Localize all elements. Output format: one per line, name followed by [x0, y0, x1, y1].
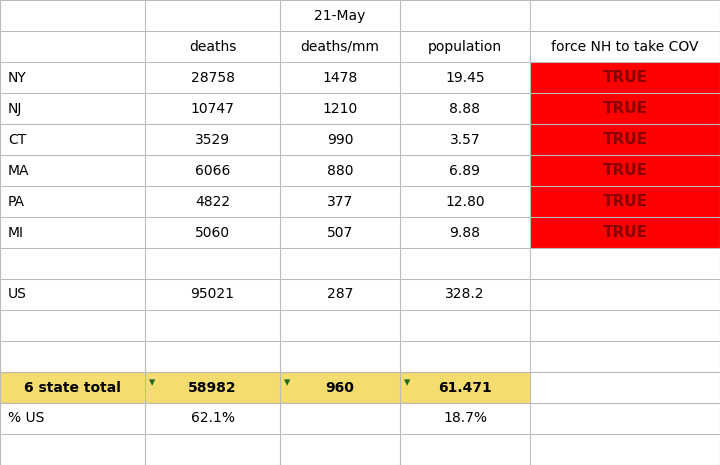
- Text: PA: PA: [8, 194, 25, 208]
- Text: 28758: 28758: [191, 71, 235, 85]
- Text: 3529: 3529: [195, 133, 230, 146]
- Text: ▾: ▾: [149, 376, 156, 389]
- Text: TRUE: TRUE: [603, 132, 647, 147]
- Text: 6.89: 6.89: [449, 164, 480, 178]
- Text: NJ: NJ: [8, 101, 22, 115]
- Text: MA: MA: [8, 164, 30, 178]
- Text: TRUE: TRUE: [603, 225, 647, 240]
- Text: 1210: 1210: [323, 101, 358, 115]
- Text: 58982: 58982: [188, 380, 237, 394]
- Text: TRUE: TRUE: [603, 194, 647, 209]
- Text: 8.88: 8.88: [449, 101, 480, 115]
- Text: force NH to take COV: force NH to take COV: [552, 40, 698, 53]
- Text: MI: MI: [8, 226, 24, 239]
- Text: 5060: 5060: [195, 226, 230, 239]
- Text: 9.88: 9.88: [449, 226, 480, 239]
- Text: 18.7%: 18.7%: [443, 412, 487, 425]
- Bar: [0, 372, 145, 403]
- Text: TRUE: TRUE: [603, 163, 647, 178]
- Text: 328.2: 328.2: [445, 287, 485, 301]
- Bar: [530, 62, 720, 248]
- Text: 960: 960: [325, 380, 354, 394]
- Text: 21-May: 21-May: [315, 8, 366, 22]
- Text: 4822: 4822: [195, 194, 230, 208]
- Text: 990: 990: [327, 133, 354, 146]
- Text: 507: 507: [327, 226, 353, 239]
- Text: 61.471: 61.471: [438, 380, 492, 394]
- Text: 10747: 10747: [191, 101, 235, 115]
- Bar: [400, 372, 530, 403]
- Text: 287: 287: [327, 287, 354, 301]
- Text: 12.80: 12.80: [445, 194, 485, 208]
- Text: ▾: ▾: [404, 376, 410, 389]
- Text: 3.57: 3.57: [450, 133, 480, 146]
- Text: ▾: ▾: [284, 376, 290, 389]
- Text: NY: NY: [8, 71, 27, 85]
- Text: TRUE: TRUE: [603, 70, 647, 85]
- Text: 95021: 95021: [191, 287, 235, 301]
- Text: 6066: 6066: [195, 164, 230, 178]
- Text: US: US: [8, 287, 27, 301]
- Bar: [145, 372, 280, 403]
- Text: deaths/mm: deaths/mm: [300, 40, 379, 53]
- Text: 19.45: 19.45: [445, 71, 485, 85]
- Bar: [280, 372, 400, 403]
- Text: 62.1%: 62.1%: [191, 412, 235, 425]
- Text: 880: 880: [327, 164, 354, 178]
- Text: 377: 377: [327, 194, 353, 208]
- Text: % US: % US: [8, 412, 45, 425]
- Text: 1478: 1478: [323, 71, 358, 85]
- Text: population: population: [428, 40, 502, 53]
- Text: TRUE: TRUE: [603, 101, 647, 116]
- Text: CT: CT: [8, 133, 26, 146]
- Text: 6 state total: 6 state total: [24, 380, 121, 394]
- Text: deaths: deaths: [189, 40, 236, 53]
